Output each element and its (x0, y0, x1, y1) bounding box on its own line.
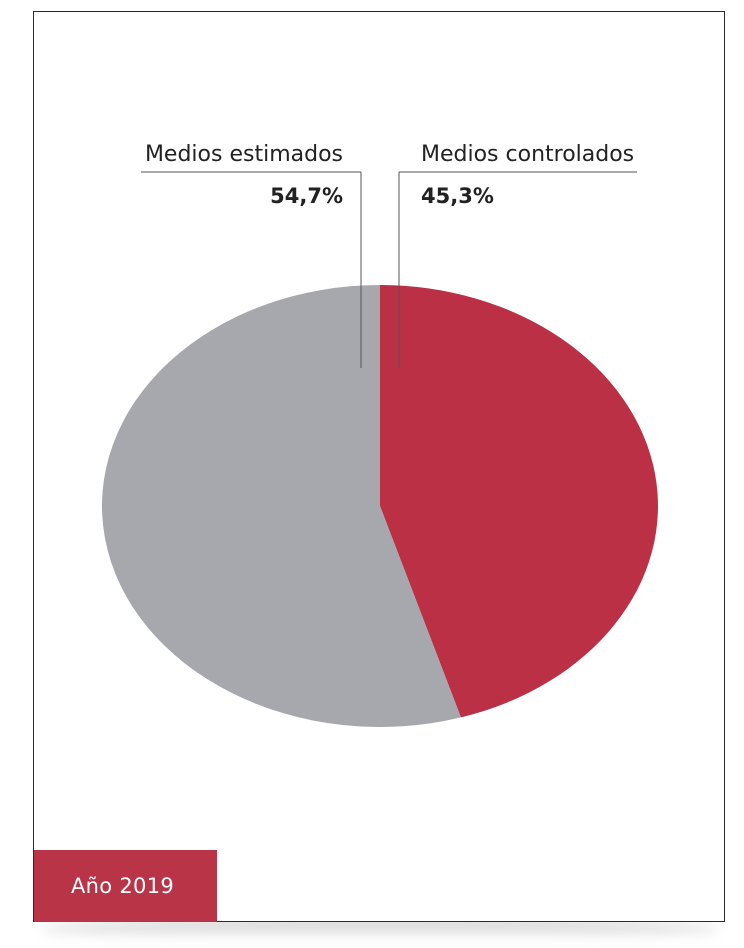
pie-slice-controlados (380, 285, 658, 718)
card-shadow (40, 918, 720, 940)
year-badge-label: Año 2019 (71, 874, 175, 898)
slice-label-estimados: Medios estimados (145, 142, 343, 167)
label-group-controlados: Medios controlados 45,3% (398, 142, 637, 368)
pie-slices (101, 285, 658, 727)
pie-slice-estimados (101, 285, 461, 727)
slice-value-controlados: 45,3% (421, 184, 494, 208)
slice-value-estimados: 54,7% (270, 184, 343, 208)
year-badge: Año 2019 (34, 850, 217, 922)
slice-label-controlados: Medios controlados (421, 142, 634, 167)
label-group-estimados: Medios estimados 54,7% (141, 142, 362, 368)
